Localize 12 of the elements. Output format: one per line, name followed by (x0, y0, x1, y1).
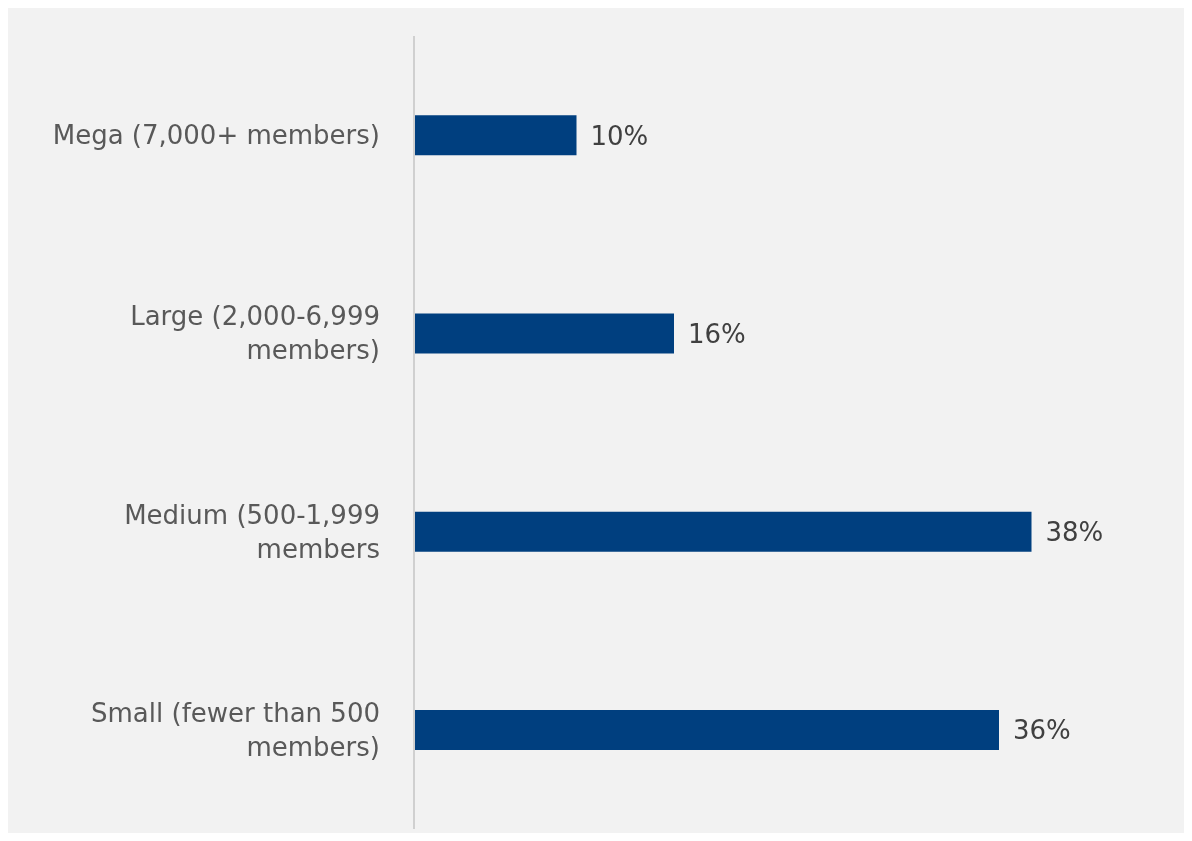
y-tick-label: Mega (7,000+ members) (52, 120, 380, 151)
data-label: 36% (1013, 715, 1071, 746)
y-tick-label: Small (fewer than 500 members) (91, 697, 380, 762)
data-label: 10% (590, 120, 649, 151)
bar (414, 710, 999, 751)
y-tick-label: Medium (500-1,999 members (124, 499, 380, 564)
bar (414, 313, 674, 354)
data-label: 16% (688, 318, 746, 349)
y-tick-label: Large (2,000-6,999 members) (130, 301, 380, 366)
bar (414, 511, 1032, 552)
data-label: 38% (1045, 517, 1104, 548)
bar (414, 115, 577, 156)
